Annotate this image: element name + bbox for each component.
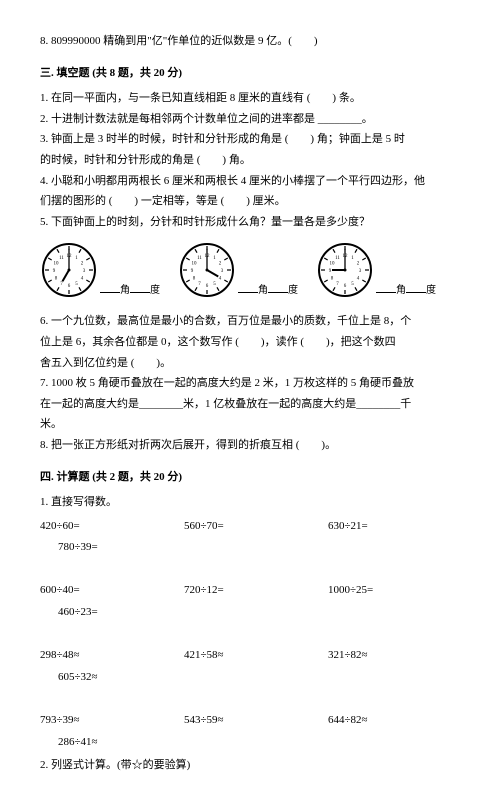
calc-cell	[328, 561, 460, 579]
clock-icon: 121234567891011	[316, 241, 374, 299]
s3-q5: 5. 下面钟面上的时刻，分针和时针形成什么角？量一量各是多少度？	[40, 214, 460, 232]
section3-title: 三. 填空题 (共 8 题，共 20 分)	[40, 65, 460, 83]
s3-q3a: 3. 钟面上是 3 时半的时候，时针和分针形成的角是 ( ) 角；钟面上是 5 …	[40, 131, 460, 149]
clock-blank-label: 角度	[238, 281, 298, 299]
s3-q1: 1. 在同一平面内，与一条已知直线相距 8 厘米的直线有 ( ) 条。	[40, 90, 460, 108]
calc-cell: 421÷58≈	[184, 647, 316, 665]
s3-q6a: 6. 一个九位数，最高位是最小的合数，百万位是最小的质数，千位上是 8，个	[40, 313, 460, 331]
calc-cell	[328, 669, 460, 687]
clock-item: 121234567891011 角度	[316, 241, 436, 299]
calc-cell	[40, 561, 172, 579]
top-q8: 8. 809990000 精确到用"亿"作单位的近似数是 9 亿。( )	[40, 33, 460, 51]
clock-blank-label: 角度	[376, 281, 436, 299]
clocks-row: 121234567891011 角度 121234567891011 角度 12…	[40, 241, 460, 299]
s3-q3b: 的时候，时针和分针形成的角是 ( ) 角。	[40, 152, 460, 170]
calc-cell: 298÷48≈	[40, 647, 172, 665]
svg-text:11: 11	[335, 256, 340, 261]
calc-cell	[328, 734, 460, 752]
s3-q2: 2. 十进制计数法就是每相邻两个计数单位之间的进率都是 ________。	[40, 111, 460, 129]
s3-q4a: 4. 小聪和小明都用两根长 6 厘米和两根长 4 厘米的小棒摆了一个平行四边形，…	[40, 173, 460, 191]
calc-cell: 720÷12=	[184, 582, 316, 600]
calc-cell	[328, 690, 460, 708]
calc-cell	[184, 604, 316, 622]
calc-cell: 543÷59≈	[184, 712, 316, 730]
svg-text:11: 11	[197, 256, 202, 261]
clock-item: 121234567891011 角度	[178, 241, 298, 299]
calc-cell	[328, 539, 460, 557]
calc-cell: 1000÷25=	[328, 582, 460, 600]
calc-cell	[328, 604, 460, 622]
calc-cell	[40, 626, 172, 644]
s4-q1: 1. 直接写得数。	[40, 494, 460, 512]
calc-cell: 460÷23=	[58, 604, 172, 622]
svg-text:10: 10	[54, 262, 60, 267]
calc-cell: 630÷21=	[328, 518, 460, 536]
svg-text:10: 10	[192, 262, 198, 267]
calc-cell	[184, 561, 316, 579]
calc-cell: 793÷39≈	[40, 712, 172, 730]
calc-cell: 560÷70=	[184, 518, 316, 536]
clock-item: 121234567891011 角度	[40, 241, 160, 299]
s4-q2: 2. 列竖式计算。(带☆的要验算)	[40, 757, 460, 775]
calc-cell: 600÷40=	[40, 582, 172, 600]
calc-cell: 321÷82≈	[328, 647, 460, 665]
s3-q6b: 位上是 6，其余各位都是 0，这个数写作 ( )，读作 ( )，把这个数四	[40, 334, 460, 352]
calc-cell: 420÷60=	[40, 518, 172, 536]
clock-blank-label: 角度	[100, 281, 160, 299]
clock-icon: 121234567891011	[40, 241, 98, 299]
s3-q7b: 在一起的高度大约是________米，1 亿枚叠放在一起的高度大约是______…	[40, 396, 460, 414]
calc-cell: 644÷82≈	[328, 712, 460, 730]
s3-q7c: 米。	[40, 416, 460, 434]
calc-cell: 286÷41≈	[58, 734, 172, 752]
calc-cell	[184, 626, 316, 644]
calc-cell	[184, 734, 316, 752]
calc-cell: 780÷39=	[58, 539, 172, 557]
s3-q6c: 舍五入到亿位约是 ( )。	[40, 355, 460, 373]
s3-q8: 8. 把一张正方形纸对折两次后展开，得到的折痕互相 ( )。	[40, 437, 460, 455]
calc-grid: 420÷60= 560÷70= 630÷21= 780÷39= 600÷40= 720÷…	[40, 518, 460, 752]
calc-cell: 605÷32≈	[58, 669, 172, 687]
calc-cell	[328, 626, 460, 644]
calc-cell	[184, 539, 316, 557]
calc-cell	[40, 690, 172, 708]
svg-text:10: 10	[330, 262, 336, 267]
calc-cell	[184, 690, 316, 708]
s3-q7a: 7. 1000 枚 5 角硬币叠放在一起的高度大约是 2 米，1 万枚这样的 5…	[40, 375, 460, 393]
clock-icon: 121234567891011	[178, 241, 236, 299]
calc-cell	[184, 669, 316, 687]
section4-title: 四. 计算题 (共 2 题，共 20 分)	[40, 469, 460, 487]
svg-text:11: 11	[59, 256, 64, 261]
s3-q4b: 们摆的图形的 ( ) 一定相等，等是 ( ) 厘米。	[40, 193, 460, 211]
